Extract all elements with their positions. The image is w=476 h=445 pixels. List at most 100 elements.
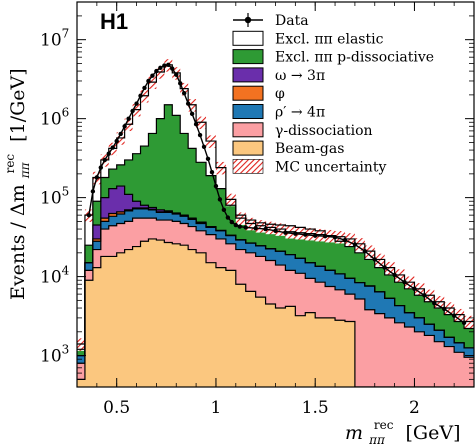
data-point — [130, 108, 135, 114]
data-point — [146, 78, 151, 84]
x-tick-label: 0.5 — [103, 398, 130, 418]
y-tick-label: 103 — [40, 343, 69, 367]
data-point — [412, 286, 417, 292]
data-point — [237, 224, 242, 229]
experiment-label: H1 — [100, 9, 128, 34]
data-point — [189, 111, 195, 117]
data-point — [342, 237, 348, 243]
data-point — [209, 169, 215, 175]
data-point — [352, 242, 358, 247]
data-point — [86, 212, 92, 218]
x-axis-title-sub: ππ — [368, 433, 386, 445]
data-point — [205, 156, 211, 162]
y-tick-label: 106 — [40, 106, 69, 130]
data-point — [154, 68, 159, 74]
data-point — [142, 85, 147, 91]
y-axis-title: Events / Δm ππ rec [1/GeV] — [0, 68, 34, 300]
data-point — [94, 175, 100, 180]
stack-outline-1 — [77, 217, 474, 364]
legend-swatch-hatch — [232, 159, 264, 174]
data-point — [174, 72, 179, 77]
data-point — [197, 132, 203, 138]
data-points — [86, 62, 467, 326]
data-point — [126, 116, 131, 121]
data-point — [461, 320, 467, 326]
legend-label: Excl. ππ p-dissociative — [275, 50, 434, 66]
data-point — [181, 91, 187, 96]
legend-swatch — [232, 122, 264, 138]
data-point — [162, 63, 167, 68]
data-point — [303, 232, 308, 237]
data-point — [362, 248, 368, 254]
data-point — [402, 279, 407, 285]
data-point — [170, 66, 175, 71]
x-axis-title-unit: [GeV] — [406, 422, 461, 444]
y-axis-title-sup: rec — [3, 154, 17, 174]
data-point — [201, 144, 207, 150]
stack-outline-4 — [77, 185, 474, 357]
legend-swatch — [232, 67, 264, 83]
legend-swatch — [232, 30, 264, 46]
data-point — [110, 145, 115, 150]
legend-swatch — [232, 140, 264, 156]
legend-swatch — [232, 104, 264, 119]
legend-swatch — [232, 49, 264, 65]
y-axis-title-text: Events / Δm — [7, 184, 29, 300]
x-tick-label: 2 — [409, 398, 420, 418]
data-point — [185, 101, 191, 106]
y-tick-label: 107 — [40, 27, 69, 51]
legend-label: φ — [275, 86, 285, 102]
x-axis-title-sup: rec — [374, 418, 394, 432]
data-point — [372, 257, 377, 262]
data-point — [263, 226, 268, 232]
data-point — [138, 93, 143, 98]
x-tick-label: 1 — [211, 398, 222, 418]
data-point — [217, 197, 223, 202]
stacked-histograms — [77, 64, 474, 387]
data-point — [178, 81, 183, 86]
y-axis-title-sub: ππ — [18, 161, 32, 179]
data-point — [122, 124, 127, 129]
data-point — [193, 122, 199, 127]
data-point — [273, 228, 278, 234]
data-point — [213, 183, 219, 189]
legend-data-marker — [244, 16, 252, 24]
data-point — [90, 189, 96, 194]
data-point — [106, 151, 111, 156]
data-point — [313, 233, 318, 238]
data-point — [382, 265, 387, 270]
data-point — [243, 225, 248, 230]
x-axis-title-var: m — [345, 422, 363, 444]
data-point — [118, 131, 123, 137]
data-point — [150, 73, 155, 78]
data-point — [451, 313, 457, 318]
data-point — [221, 207, 227, 213]
stack-outline-0 — [77, 238, 474, 387]
x-tick-label: 1.5 — [302, 398, 329, 418]
y-tick-label: 104 — [40, 264, 70, 288]
data-point — [283, 230, 288, 235]
data-point — [166, 62, 171, 68]
data-point — [233, 222, 238, 228]
legend-label: Data — [275, 13, 309, 29]
data-point — [332, 235, 338, 240]
data-point — [158, 65, 163, 71]
legend-label: ρ′ → 4π — [275, 105, 325, 121]
data-point — [134, 101, 139, 106]
data-point — [225, 215, 231, 220]
data-point — [102, 157, 107, 163]
data-point — [229, 219, 235, 225]
data-point — [432, 301, 437, 306]
data-point — [114, 138, 119, 144]
data-point — [422, 293, 427, 298]
legend: Data Excl. ππ elastic Excl. ππ p-dissociat… — [232, 13, 434, 175]
legend-swatch — [232, 85, 264, 101]
data-point — [253, 226, 258, 231]
legend-label: ω → 3π — [275, 68, 325, 84]
data-point — [392, 272, 397, 278]
legend-label: γ-dissociation — [275, 123, 373, 139]
legend-label: Excl. ππ elastic — [275, 31, 384, 47]
data-point — [293, 231, 298, 236]
